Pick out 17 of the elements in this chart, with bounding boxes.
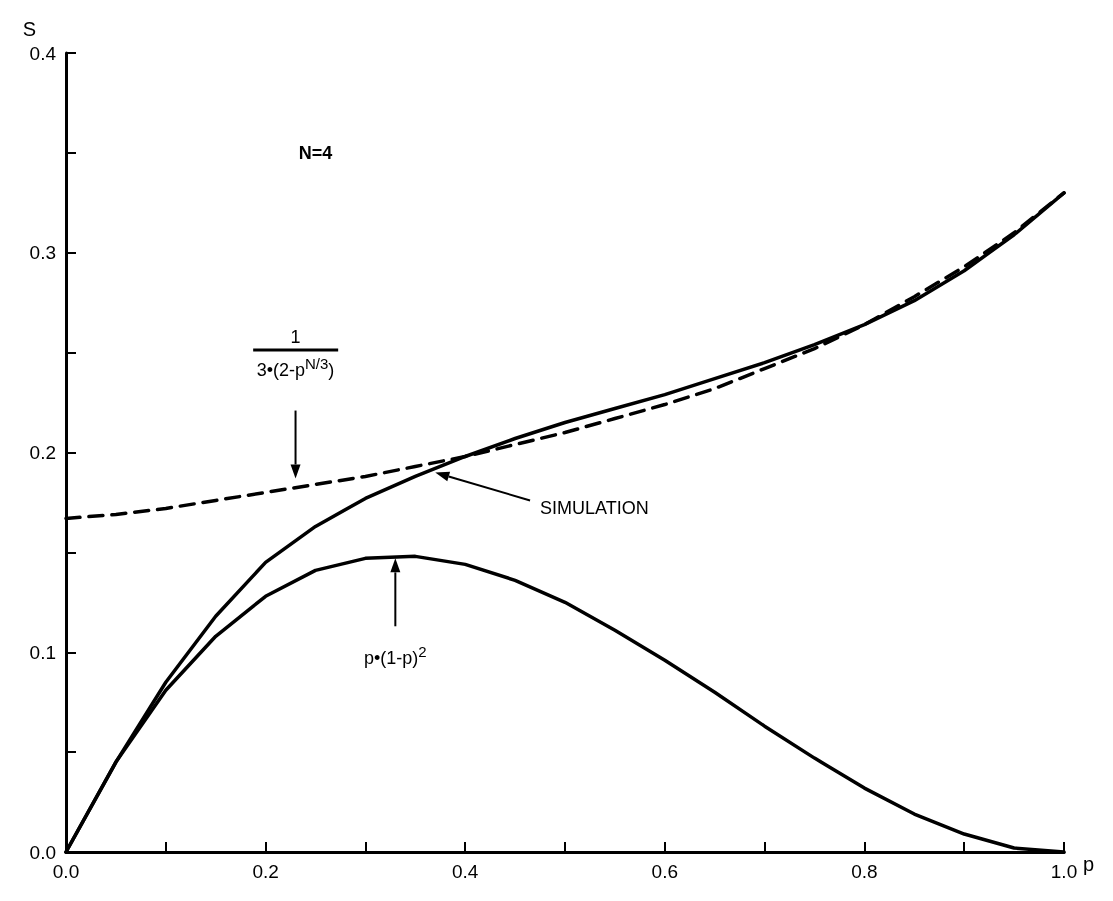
y-tick-label: 0.4: [29, 42, 57, 64]
y-tick-label: 0.1: [29, 641, 56, 663]
y-axis-title: S: [22, 18, 36, 40]
x-axis-title: p: [1083, 853, 1095, 875]
annotation: p•(1-p)$^{2}$: [363, 643, 427, 670]
annotation: N=4: [298, 142, 333, 164]
annotation: SIMULATION: [540, 497, 649, 519]
x-tick-label: 0.6: [651, 861, 679, 882]
x-tick-label: 1.0: [1050, 861, 1078, 882]
y-tick-label: 0.2: [29, 442, 56, 463]
y-tick-label: 0.3: [29, 242, 56, 264]
x-tick-label: 0.0: [52, 861, 80, 882]
y-tick-label: 0.0: [29, 841, 56, 863]
x-tick-label: 0.4: [451, 861, 479, 882]
x-tick-label: 0.8: [851, 861, 878, 882]
x-tick-label: 0.2: [252, 861, 279, 882]
annotation: 1 3•(2-p$^{N/3}$): [255, 325, 336, 382]
